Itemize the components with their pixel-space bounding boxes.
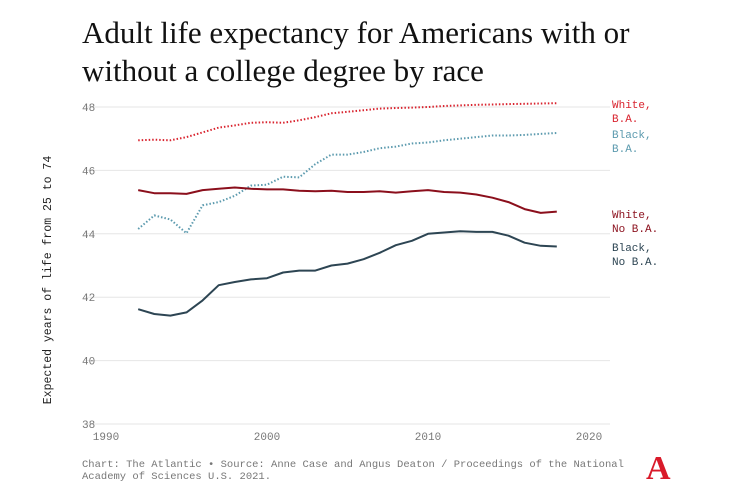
y-tick-label: 38 [82, 420, 95, 432]
series-label: No B.A. [612, 257, 658, 269]
series-label: B.A. [612, 114, 638, 126]
y-axis-label: Expected years of life from 25 to 74 [42, 156, 55, 405]
atlantic-logo: A [646, 450, 671, 487]
x-tick-label: 2020 [576, 432, 602, 444]
series-label: No B.A. [612, 224, 658, 236]
series-label: White, [612, 100, 652, 112]
series-line [137, 132, 557, 235]
series-label: Black, [612, 130, 652, 142]
x-tick-label: 2010 [415, 432, 441, 444]
series-line [138, 186, 557, 214]
series-label: B.A. [612, 144, 638, 156]
series-label: Black, [612, 243, 652, 255]
series-label: White, [612, 210, 652, 222]
y-tick-label: 42 [82, 293, 95, 305]
y-tick-label: 44 [82, 230, 96, 242]
y-tick-label: 48 [82, 103, 95, 115]
x-tick-label: 2000 [254, 432, 280, 444]
series-line [138, 102, 557, 142]
y-tick-label: 40 [82, 357, 95, 369]
series-line [137, 230, 557, 317]
x-tick-label: 1990 [93, 432, 119, 444]
chart-source-footer: Chart: The Atlantic • Source: Anne Case … [82, 459, 624, 483]
y-tick-label: 46 [82, 166, 95, 178]
chart-title: Adult life expectancy for Americans with… [82, 15, 630, 88]
